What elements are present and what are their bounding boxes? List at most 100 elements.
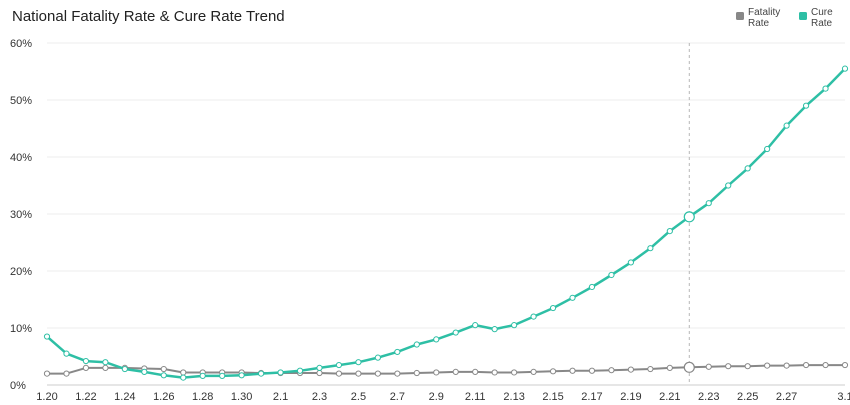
cure-rate-point[interactable]: [82, 357, 90, 365]
x-tick-label: 2.5: [351, 391, 366, 403]
cure-rate-line: [46, 67, 846, 379]
fatality-rate-point[interactable]: [394, 370, 401, 377]
cure-rate-point[interactable]: [277, 369, 284, 376]
fatality-rate-point[interactable]: [530, 368, 537, 375]
fatality-rate-point[interactable]: [511, 369, 518, 376]
fatality-rate-point[interactable]: [764, 362, 771, 369]
x-tick-label: 2.11: [465, 391, 486, 403]
cure-rate-point[interactable]: [841, 65, 849, 72]
fatality-rate-point[interactable]: [102, 364, 109, 371]
x-tick-label: 2.3: [312, 391, 327, 403]
cure-rate-point[interactable]: [394, 348, 401, 356]
y-tick-label: 50%: [10, 95, 32, 107]
legend-item-cure-rate[interactable]: Cure Rate: [799, 7, 833, 29]
fatality-rate-point[interactable]: [647, 365, 654, 373]
cure-rate-point[interactable]: [764, 145, 771, 153]
legend-swatch: [799, 12, 807, 20]
legend-item-fatality-rate[interactable]: Fatality Rate: [736, 7, 780, 29]
cure-rate-point[interactable]: [627, 259, 635, 266]
cure-rate-point[interactable]: [725, 182, 732, 189]
legend-swatch: [736, 12, 744, 20]
fatality-rate-point[interactable]: [316, 369, 323, 377]
fatality-rate-point[interactable]: [472, 368, 479, 375]
fatality-rate-point[interactable]: [608, 367, 615, 374]
fatality-rate-point[interactable]: [744, 363, 751, 370]
fatality-rate-point[interactable]: [180, 369, 187, 376]
cure-rate-point[interactable]: [822, 85, 829, 92]
cure-rate-point[interactable]: [433, 336, 440, 343]
cure-rate-point[interactable]: [199, 372, 206, 379]
cure-rate-point[interactable]: [180, 374, 187, 381]
legend-label: Cure Rate: [811, 7, 833, 29]
fatality-rate-point[interactable]: [802, 361, 810, 369]
cure-rate-point[interactable]: [257, 370, 265, 377]
cure-rate-point[interactable]: [219, 372, 226, 379]
x-tick-label: 2.1: [273, 391, 288, 403]
cure-rate-point[interactable]: [472, 322, 479, 329]
fatality-rate-point[interactable]: [43, 370, 51, 377]
cure-rate-point[interactable]: [802, 102, 810, 109]
fatality-rate-point[interactable]: [627, 366, 635, 373]
cure-rate-point[interactable]: [452, 329, 459, 336]
x-tick-label: 3.1: [837, 391, 850, 403]
cure-rate-point[interactable]: [160, 372, 167, 379]
fatality-rate-point[interactable]: [413, 369, 420, 377]
cure-rate-point[interactable]: [141, 368, 148, 375]
cure-rate-point[interactable]: [355, 359, 362, 366]
cure-rate-point[interactable]: [491, 326, 498, 333]
cure-rate-point[interactable]: [744, 165, 751, 172]
fatality-rate-point[interactable]: [335, 370, 343, 377]
y-tick-label: 40%: [10, 152, 32, 164]
fatality-rate-point[interactable]: [705, 363, 712, 370]
cure-rate-point[interactable]: [569, 294, 576, 301]
cure-rate-point[interactable]: [413, 341, 420, 348]
cure-rate-point[interactable]: [316, 364, 323, 371]
cure-rate-point[interactable]: [296, 367, 304, 374]
legend-label: Fatality Rate: [748, 7, 780, 29]
cure-rate-point[interactable]: [705, 200, 712, 207]
series-layer: [43, 65, 849, 381]
fatality-rate-point[interactable]: [82, 364, 90, 371]
cure-rate-point[interactable]: [608, 271, 615, 279]
fatality-rate-point[interactable]: [63, 370, 70, 377]
fatality-rate-point[interactable]: [841, 361, 849, 369]
x-tick-label: 1.22: [75, 391, 96, 403]
cure-rate-point[interactable]: [666, 228, 673, 235]
cure-rate-point[interactable]: [783, 122, 790, 129]
fatality-rate-point[interactable]: [549, 368, 557, 375]
cure-rate-point[interactable]: [374, 354, 381, 361]
cure-rate-point[interactable]: [335, 361, 343, 369]
cure-rate-point[interactable]: [647, 245, 654, 252]
cure-rate-point[interactable]: [63, 350, 70, 357]
y-tick-label: 10%: [10, 323, 32, 335]
fatality-rate-point[interactable]: [491, 369, 498, 376]
cure-rate-point[interactable]: [43, 333, 51, 340]
legend[interactable]: Fatality Rate Cure Rate: [736, 7, 833, 29]
cure-rate-point[interactable]: [102, 359, 109, 366]
x-tick-label: 2.25: [737, 391, 758, 403]
x-tick-label: 2.19: [620, 391, 641, 403]
y-tick-label: 20%: [10, 266, 32, 278]
fatality-rate-point[interactable]: [569, 367, 576, 374]
cure-rate-point[interactable]: [511, 322, 518, 329]
fatality-rate-point[interactable]: [783, 362, 790, 369]
cure-rate-point[interactable]: [683, 211, 695, 223]
cure-rate-series: [43, 65, 849, 381]
cure-rate-point[interactable]: [588, 283, 596, 291]
fatality-rate-point[interactable]: [725, 363, 732, 370]
fatality-rate-point[interactable]: [452, 368, 459, 375]
cure-rate-point[interactable]: [121, 365, 128, 373]
fatality-rate-point[interactable]: [433, 369, 440, 376]
fatality-rate-point[interactable]: [588, 367, 596, 374]
fatality-rate-point[interactable]: [160, 365, 167, 373]
y-tick-label: 0%: [10, 380, 26, 392]
fatality-rate-point[interactable]: [822, 361, 829, 369]
fatality-rate-point[interactable]: [374, 370, 381, 377]
cure-rate-point[interactable]: [530, 313, 537, 320]
fatality-rate-point[interactable]: [355, 370, 362, 377]
fatality-rate-point[interactable]: [666, 364, 673, 371]
cure-rate-point[interactable]: [238, 372, 245, 379]
x-tick-label: 1.28: [192, 391, 213, 403]
fatality-rate-point[interactable]: [683, 361, 695, 373]
cure-rate-point[interactable]: [549, 304, 557, 312]
